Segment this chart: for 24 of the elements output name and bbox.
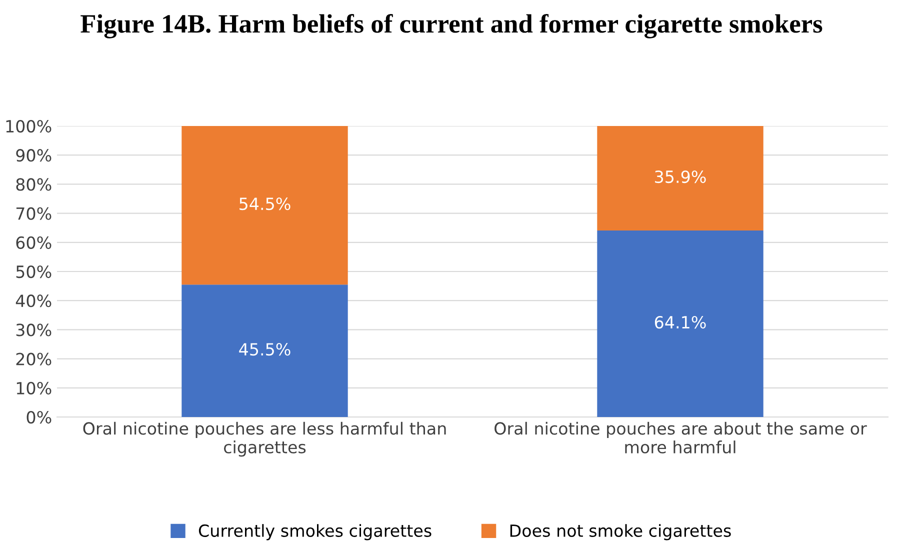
x-tick-label: Oral nicotine pouches are about the same or more harmful <box>494 422 867 454</box>
legend-label: Does not smoke cigarettes <box>510 524 731 540</box>
y-tick-label: 70% <box>16 207 52 220</box>
y-tick-label: 20% <box>16 352 52 366</box>
x-tick-label: Oral nicotine pouches are less harmful than cigarettes <box>83 422 446 457</box>
bar <box>182 126 348 285</box>
data-label: 54.5% <box>240 198 290 210</box>
y-tick-label: 100% <box>6 120 52 133</box>
y-tick-label: 50% <box>16 265 52 278</box>
bar <box>597 126 764 230</box>
y-tick-label: 60% <box>16 236 52 249</box>
y-tick-label: 90% <box>16 149 52 162</box>
bar <box>182 284 348 417</box>
data-label: 45.5% <box>239 343 290 356</box>
bar <box>597 230 764 417</box>
data-label: 35.9% <box>655 170 706 184</box>
y-tick-label: 10% <box>16 382 52 394</box>
y-tick-label: 30% <box>16 324 52 336</box>
data-label: 64.1% <box>654 316 706 329</box>
y-tick-label: 40% <box>16 294 52 308</box>
y-tick-label: 0% <box>26 410 52 424</box>
y-tick-label: 80% <box>16 178 52 191</box>
legend-label: Currently smokes cigarettes <box>198 524 432 540</box>
chart-title: Figure 14B. Harm beliefs of current and former cigarette smokers <box>80 14 822 38</box>
